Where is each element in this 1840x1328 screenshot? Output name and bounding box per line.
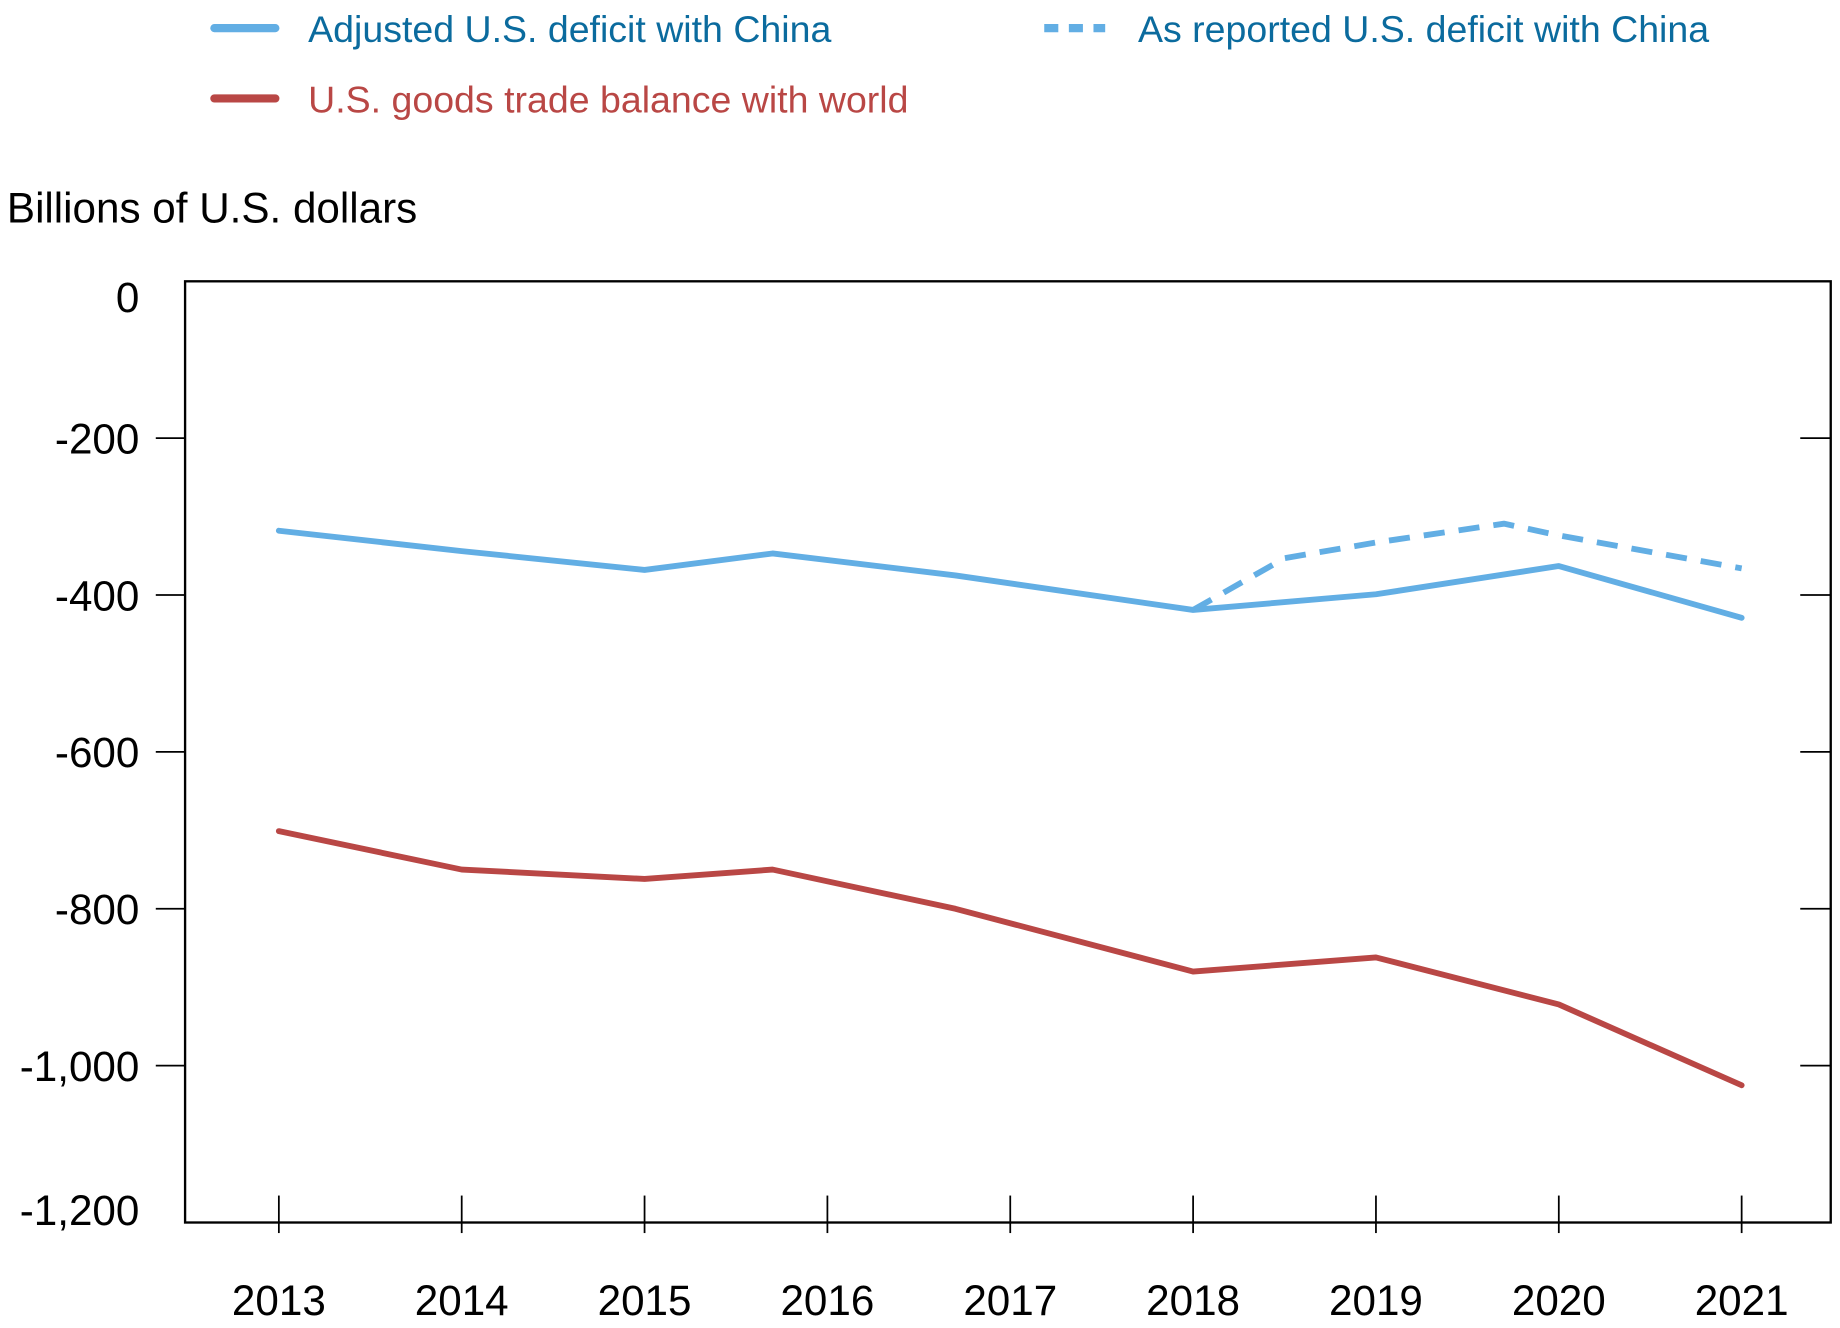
y-tick-label: -200 [55,415,139,462]
legend: Adjusted U.S. deficit with China As repor… [210,8,1709,121]
y-tick-label: -800 [55,886,139,933]
x-tick-label: 2020 [1512,1277,1606,1324]
series-lines [275,520,1745,1089]
x-tick-label: 2019 [1329,1277,1423,1324]
x-tick-label: 2015 [598,1277,692,1324]
x-axis: 2013 2014 2015 2016 2017 2018 2019 2020 2021 [232,1195,1789,1324]
series-line-1 [1191,520,1743,613]
x-tick-label: 2017 [963,1277,1057,1324]
x-tick-label: 2018 [1146,1277,1240,1324]
legend-label-0: Adjusted U.S. deficit with China [308,8,831,50]
x-tick-label: 2014 [415,1277,509,1324]
plot-frame [183,280,1832,1224]
series-line-2 [275,828,1745,1089]
y-tick-label: -1,000 [20,1043,140,1090]
legend-label-1: As reported U.S. deficit with China [1138,8,1709,50]
series-line-0 [275,527,1745,621]
y-axis-label: Billions of U.S. dollars [7,185,417,232]
y-tick-label: 0 [116,274,139,321]
x-tick-label: 2013 [232,1277,326,1324]
y-tick-label: -400 [55,572,139,619]
legend-label-2: U.S. goods trade balance with world [308,79,908,121]
x-tick-label: 2016 [780,1277,874,1324]
y-axis: 0 -200 -400 -600 -800 -1,000 -1,200 [20,274,1831,1234]
x-tick-label: 2021 [1695,1277,1789,1324]
y-tick-label: -1,200 [20,1187,140,1234]
y-tick-label: -600 [55,729,139,776]
